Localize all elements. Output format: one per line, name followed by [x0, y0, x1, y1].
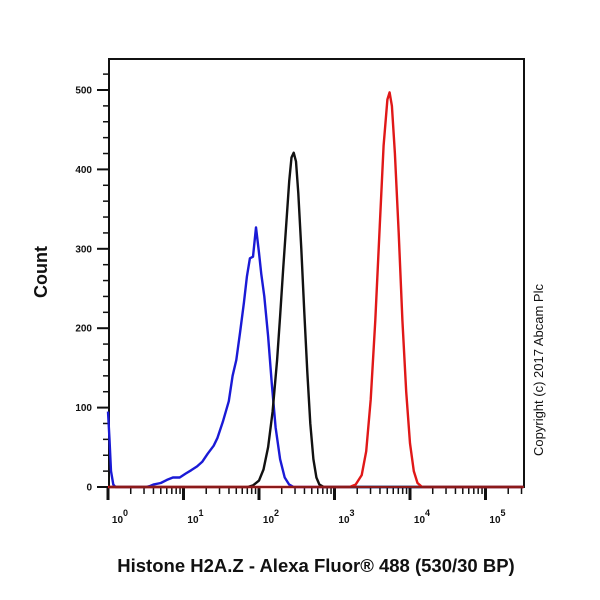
y-tick-label: 400	[75, 165, 92, 176]
y-tick-label: 100	[75, 403, 92, 414]
y-tick-label: 0	[86, 483, 92, 494]
y-axis: 0 100 200 300 400 500	[75, 73, 109, 494]
x-tick-label: 101	[187, 508, 203, 526]
x-axis: 100 101 102 103 104 105	[106, 487, 523, 526]
y-tick-label: 300	[75, 244, 92, 255]
histogram-curve-blue	[106, 226, 524, 489]
y-tick-label: 200	[75, 324, 92, 335]
x-tick-label: 100	[112, 508, 128, 526]
histogram-curve-red	[108, 91, 524, 489]
x-tick-label: 104	[414, 508, 430, 526]
copyright-annotation: Copyright (c) 2017 Abcam Plc	[531, 284, 546, 456]
x-tick-label: 102	[263, 508, 279, 526]
x-tick-label: 103	[338, 508, 354, 526]
x-tick-label: 105	[489, 508, 505, 526]
histogram-curve-black	[108, 151, 524, 489]
x-axis-title: Histone H2A.Z - Alexa Fluor® 488 (530/30…	[117, 555, 514, 576]
plot-frame	[108, 58, 525, 488]
histogram-series	[106, 91, 524, 489]
y-axis-title: Count	[31, 246, 51, 298]
y-tick-label: 500	[75, 86, 92, 97]
